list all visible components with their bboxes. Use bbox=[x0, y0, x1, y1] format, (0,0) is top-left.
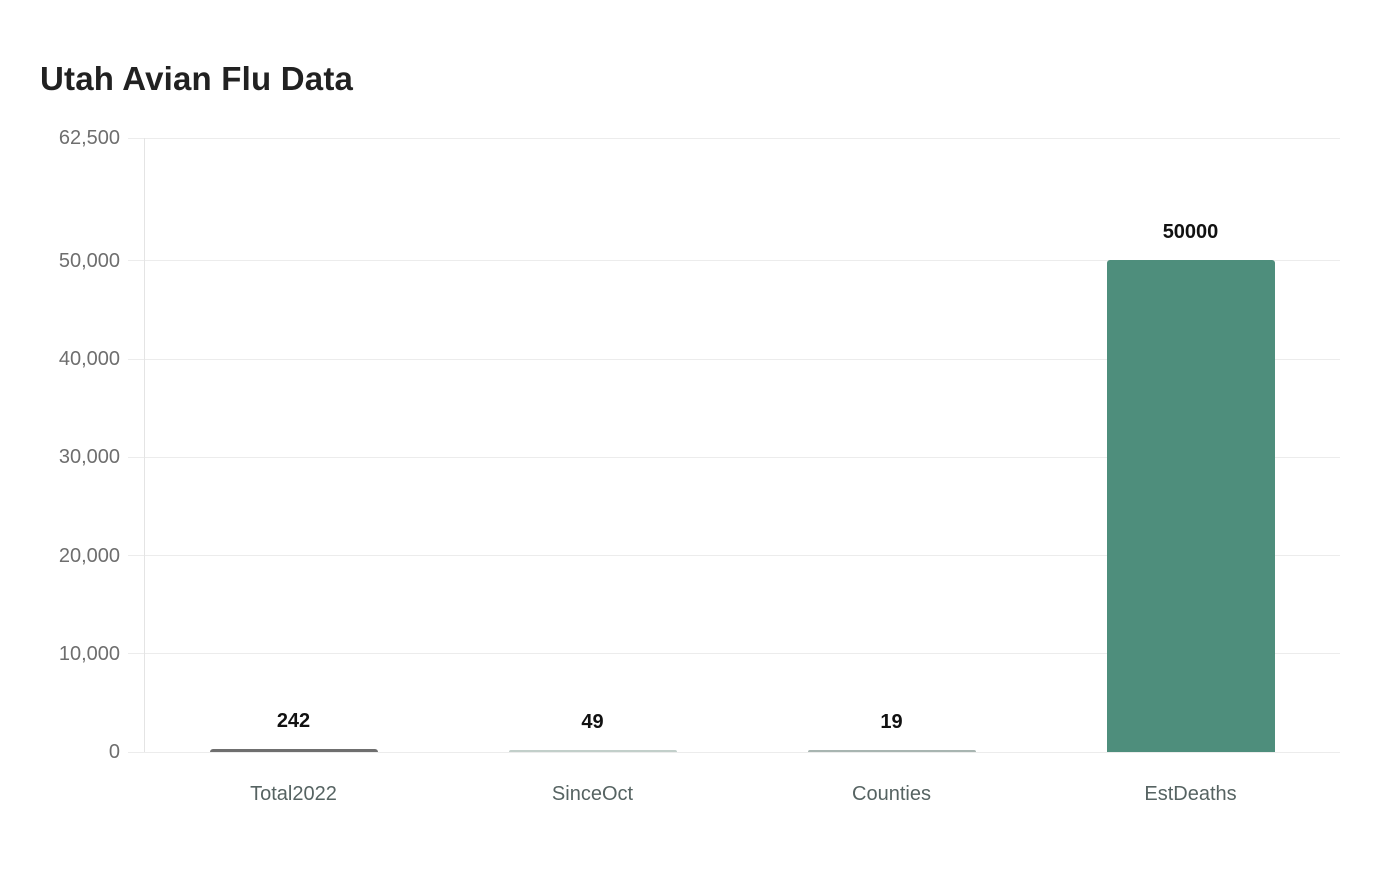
y-gridline bbox=[128, 751, 1340, 753]
bar-estdeaths[interactable] bbox=[1106, 260, 1275, 752]
y-gridline bbox=[128, 456, 1340, 458]
y-gridline bbox=[128, 555, 1340, 557]
y-axis-line bbox=[144, 138, 145, 752]
x-axis-label-counties: Counties bbox=[852, 783, 931, 805]
bar-sinceoct[interactable] bbox=[508, 750, 677, 752]
bar-value-label-sinceoct: 49 bbox=[581, 711, 604, 733]
bar-value-label-total2022: 242 bbox=[276, 710, 311, 732]
y-axis-tick-label: 10,000 bbox=[58, 642, 120, 665]
y-axis-tick-label: 0 bbox=[108, 741, 120, 763]
bar-value-label-counties: 19 bbox=[880, 711, 903, 733]
y-axis-tick-label: 50,000 bbox=[58, 249, 120, 272]
y-axis-tick-label: 20,000 bbox=[58, 544, 120, 567]
x-axis-label-sinceoct: SinceOct bbox=[551, 783, 634, 805]
bar-total2022[interactable] bbox=[209, 749, 378, 752]
y-gridline bbox=[128, 653, 1340, 655]
x-axis-label-estdeaths: EstDeaths bbox=[1144, 783, 1237, 805]
y-axis-tick-label: 62,500 bbox=[58, 127, 120, 149]
y-axis-tick-label: 30,000 bbox=[58, 446, 120, 469]
chart-title: Utah Avian Flu Data bbox=[40, 60, 354, 97]
y-gridline bbox=[128, 137, 1340, 139]
y-gridline bbox=[128, 260, 1340, 262]
y-axis-tick-label: 40,000 bbox=[58, 348, 120, 371]
bar-value-label-estdeaths: 50000 bbox=[1162, 221, 1219, 243]
y-gridline bbox=[128, 358, 1340, 360]
bar-counties[interactable] bbox=[807, 750, 976, 752]
x-axis-label-total2022: Total2022 bbox=[250, 783, 337, 805]
